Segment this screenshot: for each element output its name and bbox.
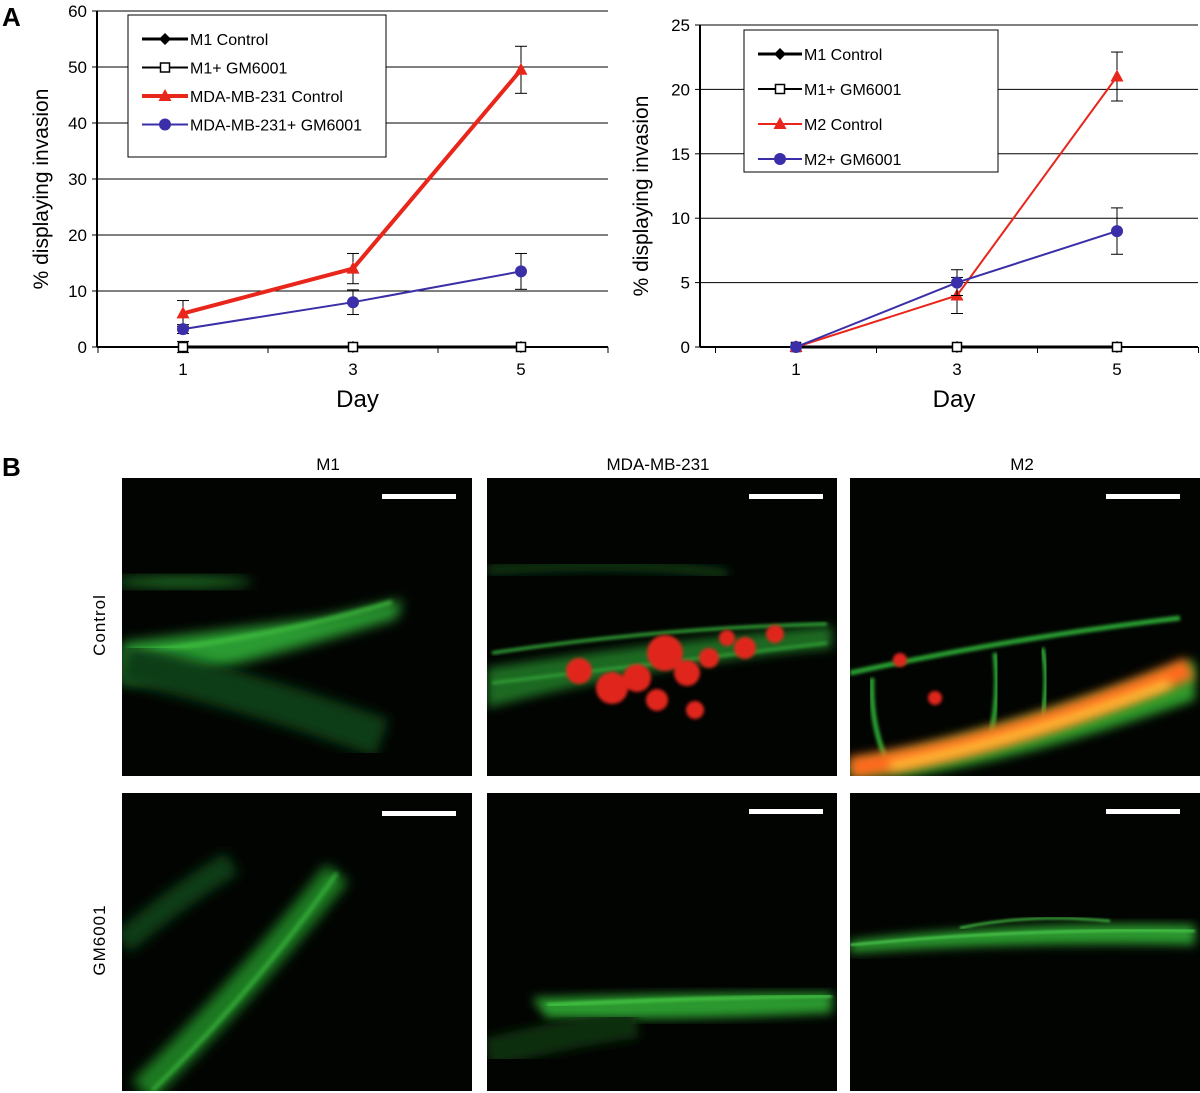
y-axis-label: % displaying invasion bbox=[30, 89, 53, 290]
data-point bbox=[515, 341, 527, 353]
x-axis-label: Day bbox=[336, 386, 379, 413]
y-tick-label: 15 bbox=[671, 145, 690, 164]
y-tick-label: 20 bbox=[68, 226, 87, 245]
legend-marker bbox=[774, 153, 786, 165]
x-tick-label: 1 bbox=[178, 360, 187, 379]
legend-label: M1+ GM6001 bbox=[190, 61, 287, 78]
column-label-m2: M2 bbox=[1010, 455, 1034, 474]
legend-marker bbox=[774, 83, 786, 95]
data-point bbox=[177, 341, 189, 353]
y-tick-label: 5 bbox=[681, 274, 690, 293]
micrograph-m2-gm6001 bbox=[850, 793, 1200, 1091]
micrograph-m2-control bbox=[850, 478, 1200, 776]
data-point bbox=[790, 341, 802, 353]
column-label-mda-mb-231: MDA-MB-231 bbox=[606, 455, 710, 474]
data-point bbox=[514, 62, 528, 75]
legend-marker bbox=[773, 117, 787, 129]
x-axis-label: Day bbox=[933, 386, 976, 413]
micrograph-m1-control bbox=[122, 478, 472, 776]
row-label-gm6001: GM6001 bbox=[90, 904, 109, 976]
legend-label: M2+ GM6001 bbox=[804, 152, 901, 169]
micrograph-m1-gm6001 bbox=[122, 793, 472, 1091]
y-tick-label: 25 bbox=[671, 16, 690, 35]
y-axis-label: % displaying invasion bbox=[630, 96, 653, 297]
y-tick-label: 50 bbox=[68, 58, 87, 77]
legend-marker bbox=[159, 62, 171, 73]
legend-label: MDA-MB-231+ GM6001 bbox=[190, 118, 362, 135]
y-tick-label: 10 bbox=[68, 282, 87, 301]
scale-bar bbox=[1106, 494, 1180, 499]
data-point bbox=[1111, 225, 1123, 238]
legend-label: M1 Control bbox=[190, 32, 268, 49]
scale-bar bbox=[749, 494, 823, 499]
data-point bbox=[346, 261, 360, 274]
micrograph-mda-mb-231-control bbox=[487, 478, 837, 776]
legend-label: M1+ GM6001 bbox=[804, 82, 901, 99]
panel-b-label: B bbox=[2, 452, 21, 482]
data-point bbox=[1111, 341, 1123, 353]
y-tick-label: 60 bbox=[68, 2, 87, 21]
micrograph-mda-mb-231-gm6001 bbox=[487, 793, 837, 1091]
y-tick-label: 0 bbox=[681, 338, 690, 357]
x-tick-label: 3 bbox=[348, 360, 357, 379]
data-point bbox=[347, 341, 359, 353]
legend-label: M2 Control bbox=[804, 117, 882, 134]
scale-bar bbox=[1106, 809, 1180, 814]
y-tick-label: 10 bbox=[671, 209, 690, 228]
row-label-control: Control bbox=[90, 594, 109, 656]
chart-right: 0 5 10 15 20 25 1 3 5 Day % displaying invasion M1 … bbox=[630, 16, 1199, 413]
x-tick-label: 5 bbox=[1112, 360, 1121, 379]
legend-marker bbox=[158, 89, 172, 101]
data-point bbox=[176, 306, 190, 319]
scale-bar bbox=[382, 494, 456, 499]
legend-marker bbox=[774, 48, 786, 60]
data-point bbox=[177, 323, 189, 336]
scale-bar bbox=[382, 811, 456, 816]
data-point bbox=[951, 341, 963, 353]
legend-label: M1 Control bbox=[804, 47, 882, 64]
data-point bbox=[1110, 69, 1124, 82]
y-tick-label: 0 bbox=[78, 338, 87, 357]
y-tick-label: 40 bbox=[68, 114, 87, 133]
x-tick-label: 5 bbox=[516, 360, 525, 379]
panel-a-label: A bbox=[2, 2, 21, 32]
legend-label: MDA-MB-231 Control bbox=[190, 89, 343, 106]
chart-left: 0 10 20 30 40 50 60 1 3 5 Day % displaying invasion… bbox=[30, 2, 609, 413]
x-tick-label: 3 bbox=[952, 360, 961, 379]
y-tick-label: 30 bbox=[68, 170, 87, 189]
legend-marker bbox=[159, 118, 171, 131]
legend-marker bbox=[159, 33, 171, 45]
data-point bbox=[515, 265, 527, 278]
data-point bbox=[951, 276, 963, 289]
y-tick-label: 20 bbox=[671, 80, 690, 99]
scale-bar bbox=[749, 809, 823, 814]
data-point bbox=[347, 296, 359, 309]
x-tick-label: 1 bbox=[791, 360, 800, 379]
column-label-m1: M1 bbox=[316, 455, 340, 474]
